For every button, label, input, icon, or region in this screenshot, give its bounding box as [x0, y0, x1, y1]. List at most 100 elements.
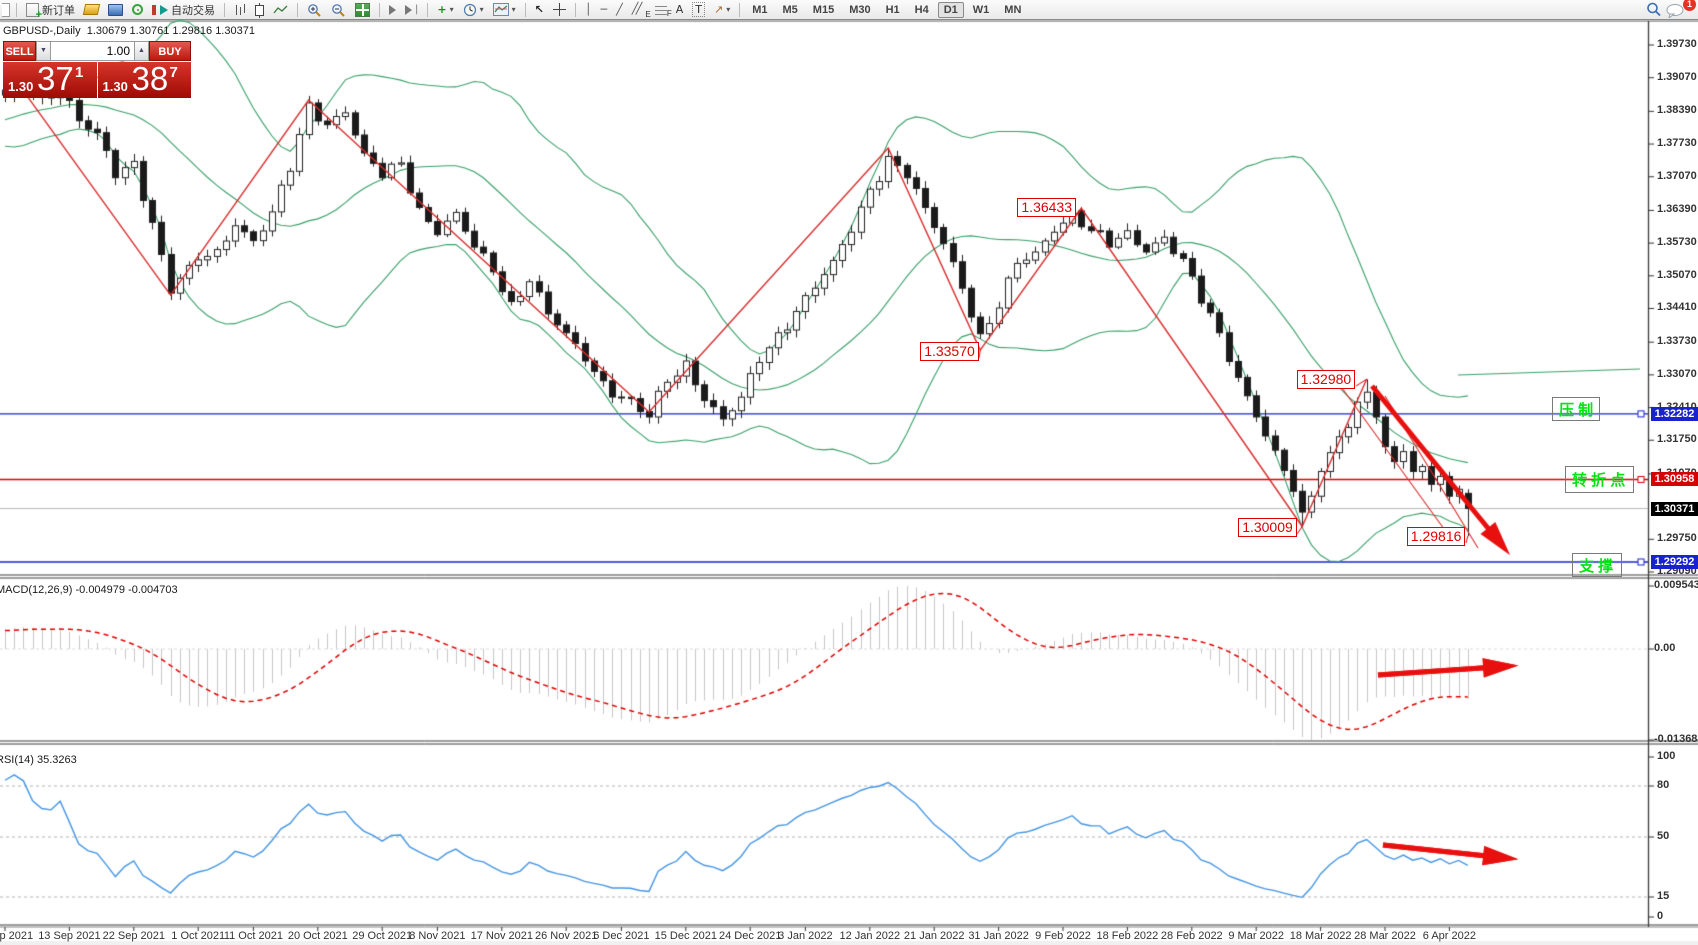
text-label-button[interactable]: T: [689, 2, 708, 18]
price-callout-label[interactable]: 1.29816: [1406, 527, 1466, 547]
date-axis-label: 13 Sep 2021: [38, 930, 101, 942]
price-axis-tick: 1.31750: [1657, 433, 1697, 446]
crosshair-button[interactable]: [550, 2, 569, 18]
price-callout-label[interactable]: 1.36433: [1017, 198, 1076, 218]
line-chart-button[interactable]: [270, 2, 291, 18]
date-axis-label: 6 Apr 2022: [1422, 930, 1476, 942]
horizontal-line-icon: ─: [600, 3, 608, 16]
date-axis-label: 8 Nov 2021: [409, 930, 466, 942]
volume-increase-button[interactable]: ▲: [134, 41, 149, 61]
buy-price-big: 38: [131, 62, 169, 97]
date-axis-label: 12 Jan 2022: [839, 930, 901, 942]
auto-scroll-button[interactable]: [386, 2, 399, 18]
chart-title: GBPUSD-,Daily 1.30679 1.30761 1.29816 1.…: [3, 25, 255, 37]
toolbar: + 新订单 自动交易 | + ▾ ▾ ▾ ↖ │ ─ ╱ ╱ ╱ E F: [0, 0, 1698, 20]
cursor-button[interactable]: ↖: [532, 2, 547, 18]
sell-price-prefix: 1.30: [8, 79, 34, 94]
buy-price-display[interactable]: 1.30 38 7: [97, 62, 191, 98]
timeframe-m5[interactable]: M5: [782, 3, 798, 16]
clipped-window-icon[interactable]: [2, 2, 10, 17]
volume-decrease-button[interactable]: ▼: [36, 41, 51, 61]
trendline-button[interactable]: ╱: [613, 2, 626, 18]
candlestick-icon: [255, 2, 264, 18]
date-axis-label: 9 Mar 2022: [1228, 930, 1285, 942]
new-order-label: 新订单: [42, 4, 75, 17]
cursor-icon: ↖: [534, 3, 544, 16]
timeframe-w1[interactable]: W1: [972, 3, 990, 16]
timeframe-m30[interactable]: M30: [849, 3, 871, 16]
price-callout-label[interactable]: 1.30009: [1238, 518, 1297, 538]
periodicity-button[interactable]: ▾: [460, 2, 487, 18]
notification-badge: 1: [1683, 0, 1696, 11]
new-chart-button[interactable]: + ▾: [434, 2, 456, 18]
date-axis-label: 22 Sep 2021: [102, 930, 165, 942]
chat-bubble-icon: [1666, 3, 1684, 18]
macd-name: MACD(12,26,9): [0, 584, 73, 596]
zoom-out-button[interactable]: [328, 2, 349, 18]
date-axis-label: 24 Dec 2021: [718, 930, 782, 942]
arrows-button[interactable]: ↗ ▾: [711, 2, 733, 18]
search-icon[interactable]: [1646, 2, 1662, 17]
text-button[interactable]: A: [673, 2, 687, 18]
date-axis-label: 2 Sep 2021: [0, 930, 34, 942]
price-axis-tick: 1.29750: [1657, 532, 1697, 545]
chevron-down-icon: ▾: [449, 5, 454, 14]
price-axis-tick: 1.35070: [1657, 268, 1697, 281]
fibonacci-icon: F: [654, 4, 672, 18]
metaeditor-button[interactable]: [81, 2, 102, 18]
bar-chart-button[interactable]: [231, 2, 249, 18]
template-button[interactable]: ▾: [490, 2, 519, 18]
equidistant-channel-button[interactable]: ╱ ╱ E: [629, 2, 651, 19]
tile-windows-icon: [355, 2, 370, 17]
toolbar-separator: [739, 2, 741, 17]
chart-shift-bar: |: [415, 4, 419, 15]
timeframe-m15[interactable]: M15: [812, 3, 835, 16]
buy-button[interactable]: BUY: [149, 41, 191, 61]
price-tag: 1.30958: [1651, 472, 1698, 487]
notifications-button[interactable]: 1: [1666, 0, 1696, 18]
ohlc-bars-icon: [234, 3, 246, 16]
price-tag: 1.32282: [1651, 406, 1698, 421]
terminal-button[interactable]: [105, 2, 126, 18]
timeframe-h1[interactable]: H1: [885, 3, 900, 16]
annotation-label[interactable]: 压 制: [1552, 397, 1600, 421]
tile-windows-button[interactable]: [352, 2, 373, 18]
candlestick-chart-button[interactable]: [252, 2, 267, 18]
crosshair-icon: [552, 3, 566, 16]
autotrading-icon: [152, 4, 156, 15]
timeframe-mn[interactable]: MN: [1004, 3, 1022, 16]
rsi-axis-tick: 15: [1657, 890, 1670, 902]
timeframe-h4[interactable]: H4: [914, 3, 929, 16]
date-axis-label: 6 Dec 2021: [593, 930, 650, 942]
annotation-label[interactable]: 支 撑: [1572, 553, 1622, 577]
annotation-label[interactable]: 转 折 点: [1565, 466, 1634, 493]
toolbar-separator: [524, 2, 526, 17]
date-axis-label: 26 Nov 2021: [534, 930, 598, 942]
autotrading-play-icon: [160, 4, 168, 15]
timeframe-d1[interactable]: D1: [937, 1, 964, 18]
autotrading-button[interactable]: 自动交易: [149, 2, 218, 18]
sell-price-display[interactable]: 1.30 37 1: [3, 62, 97, 98]
price-callout-label[interactable]: 1.32980: [1296, 370, 1356, 390]
volume-input[interactable]: [51, 42, 134, 60]
fibonacci-button[interactable]: F: [652, 2, 672, 18]
sell-button[interactable]: SELL: [3, 41, 36, 61]
price-callout-label[interactable]: 1.33570: [920, 342, 979, 362]
date-axis-label: 29 Oct 2021: [352, 930, 413, 942]
price-axis-tick: 1.38390: [1657, 104, 1697, 117]
horizontal-line-button[interactable]: ─: [597, 2, 610, 18]
clock-icon: [463, 3, 476, 16]
rsi-axis-tick: 0: [1657, 910, 1664, 922]
volume-field-wrap: [51, 41, 134, 61]
vertical-line-button[interactable]: │: [582, 2, 595, 18]
signals-button[interactable]: [129, 2, 146, 18]
new-order-button[interactable]: + 新订单: [23, 2, 78, 20]
text-icon: A: [675, 3, 684, 16]
one-click-trading-panel: SELL ▼ ▲ BUY 1.30 37 1 1.30 38 7: [3, 41, 191, 98]
macd-axis-tick: 0.009543: [1654, 579, 1698, 591]
zoom-in-button[interactable]: [304, 2, 325, 18]
chart-shift-button[interactable]: |: [402, 2, 421, 18]
timeframe-m1[interactable]: M1: [752, 3, 768, 16]
